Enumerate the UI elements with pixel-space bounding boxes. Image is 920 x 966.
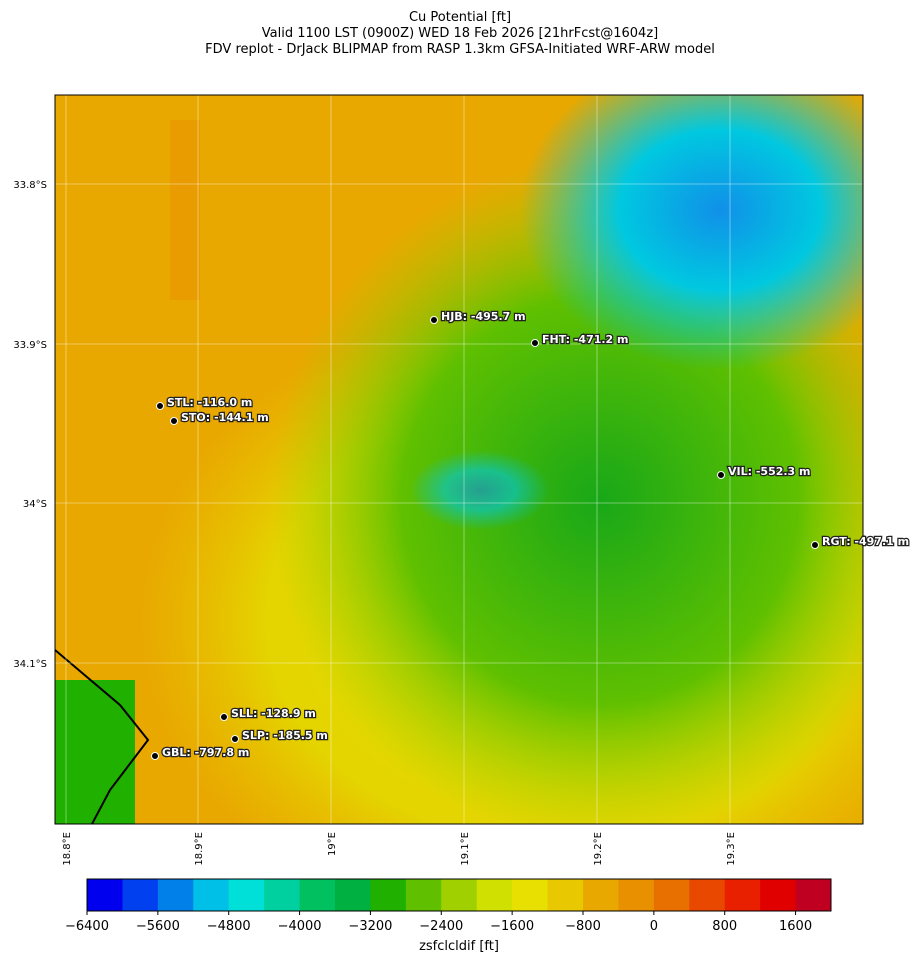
colorbar-segment	[760, 879, 797, 911]
colorbar-segment	[405, 879, 442, 911]
colorbar-segment	[547, 879, 584, 911]
lat-tick-label: 34.1°S	[13, 659, 47, 670]
colorbar-segment	[653, 879, 690, 911]
colorbar-segment	[583, 879, 619, 911]
lon-tick-label: 19.2°E	[593, 832, 604, 866]
station-label: SLP: -185.5 m	[242, 729, 328, 742]
colorbar-tick-label: 1600	[779, 919, 812, 934]
lat-tick-label: 33.9°S	[13, 340, 47, 351]
station-label: GBL: -797.8 m	[162, 746, 249, 759]
colorbar-tick-label: −2400	[419, 919, 463, 934]
lon-tick-label: 19.1°E	[460, 832, 471, 866]
title-line: FDV replot - DrJack BLIPMAP from RASP 1.…	[205, 42, 715, 57]
colorbar-tick-label: −1600	[490, 919, 534, 934]
lon-tick-label: 18.8°E	[62, 832, 73, 866]
colorbar-tick-label: −4000	[278, 919, 322, 934]
colorbar-frame	[86, 878, 832, 912]
colorbar-segment	[228, 879, 265, 911]
colorbar-segment	[122, 879, 159, 911]
colorbar-segment	[724, 879, 761, 911]
station-marker	[220, 713, 228, 721]
colorbar-segment	[476, 879, 513, 911]
colorbar-tick-label: −5600	[136, 919, 180, 934]
colorbar-segment	[335, 879, 371, 911]
colorbar-tick-label: 800	[712, 919, 737, 934]
lon-tick-label: 18.9°E	[194, 832, 205, 866]
lat-tick-label: 34°S	[23, 499, 47, 510]
station-marker	[151, 752, 159, 760]
colorbar-segment	[795, 879, 832, 911]
station-label: STO: -144.1 m	[181, 411, 269, 424]
title-line: Valid 1100 LST (0900Z) WED 18 Feb 2026 […	[262, 26, 658, 41]
station-marker	[430, 316, 438, 324]
station-label: HJB: -495.7 m	[441, 310, 526, 323]
colorbar-segment	[264, 879, 301, 911]
colorbar-segment	[157, 879, 194, 911]
lon-tick-label: 19°E	[327, 832, 338, 856]
station-label: FHT: -471.2 m	[542, 333, 629, 346]
colorbar-tick-label: −3200	[348, 919, 392, 934]
lon-tick-label: 19.3°E	[726, 832, 737, 866]
map-field	[55, 95, 863, 824]
colorbar-segment	[512, 879, 549, 911]
station-marker	[717, 471, 725, 479]
colorbar-tick-label: −800	[565, 919, 601, 934]
station-marker	[531, 339, 539, 347]
colorbar-label: zsfclcldif [ft]	[419, 939, 499, 954]
station-label: VIL: -552.3 m	[728, 465, 811, 478]
colorbar-tick-label: 0	[650, 919, 658, 934]
lat-tick-label: 33.8°S	[13, 180, 47, 191]
map-frame	[54, 94, 864, 825]
colorbar-segment	[441, 879, 478, 911]
station-label: SLL: -128.9 m	[231, 707, 316, 720]
colorbar-segment	[370, 879, 407, 911]
station-marker	[156, 402, 164, 410]
title-line: Cu Potential [ft]	[409, 10, 511, 25]
station-label: STL: -116.0 m	[167, 396, 252, 409]
station-marker	[811, 541, 819, 549]
station-label: RGT: -497.1 m	[822, 535, 909, 548]
colorbar-tick-label: −6400	[65, 919, 109, 934]
colorbar-segment	[618, 879, 655, 911]
colorbar-segment	[299, 879, 336, 911]
colorbar-segment	[87, 879, 123, 911]
colorbar-segment	[193, 879, 230, 911]
station-marker	[231, 735, 239, 743]
colorbar-tick-label: −4800	[207, 919, 251, 934]
colorbar-segment	[689, 879, 726, 911]
station-marker	[170, 417, 178, 425]
